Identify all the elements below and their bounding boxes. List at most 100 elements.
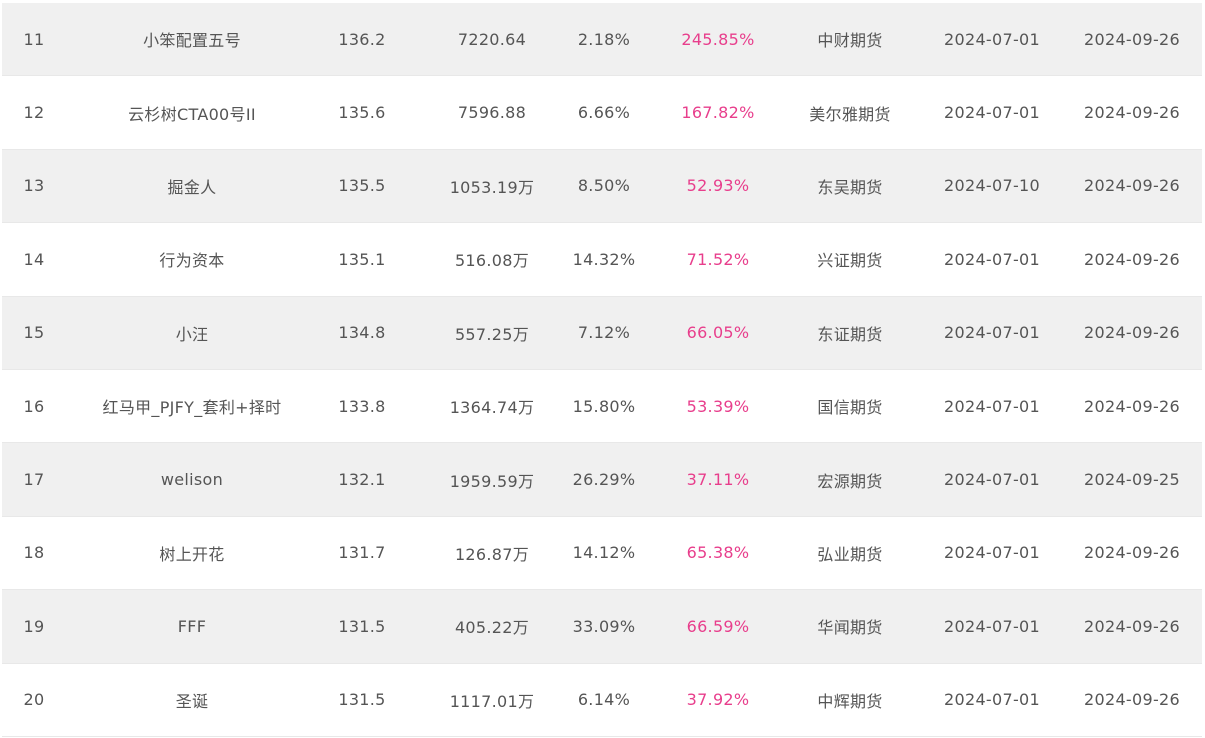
rank-cell: 12 xyxy=(23,103,45,123)
score-cell: 131.5 xyxy=(338,690,386,710)
amount-cell: 7220.64 xyxy=(457,29,527,49)
account-name[interactable]: FFF xyxy=(177,616,207,636)
account-name[interactable]: 行为资本 xyxy=(159,251,225,271)
amount-cell: 1053.19万 xyxy=(449,177,535,197)
end-date-cell: 2024-09-26 xyxy=(1084,176,1180,196)
end-date-cell: 2024-09-26 xyxy=(1084,690,1180,710)
name-cell[interactable]: 红马甲_PJFY_套利+择时 xyxy=(80,370,304,442)
name-cell[interactable]: 圣诞 xyxy=(80,664,304,736)
broker-cell: 中辉期货 xyxy=(817,691,883,711)
end-date-cell: 2024-09-26 xyxy=(1084,249,1180,269)
end-date-cell: 2024-09-26 xyxy=(1084,103,1180,123)
table-row[interactable]: 12 云杉树CTA00号II 135.6 7596.88 6.66% 167.8… xyxy=(2,76,1202,150)
broker-cell: 中财期货 xyxy=(817,31,883,51)
end-date-cell: 2024-09-26 xyxy=(1084,616,1180,636)
drawdown-cell: 6.14% xyxy=(577,690,631,710)
end-date-cell: 2024-09-26 xyxy=(1084,396,1180,416)
name-cell[interactable]: 小汪 xyxy=(80,297,304,369)
drawdown-cell: 7.12% xyxy=(577,323,631,343)
score-cell: 136.2 xyxy=(338,29,386,49)
amount-cell: 516.08万 xyxy=(454,251,530,271)
broker-cell: 弘业期货 xyxy=(817,544,883,564)
rank-cell: 17 xyxy=(23,470,45,490)
score-cell: 135.6 xyxy=(338,103,386,123)
score-cell: 135.1 xyxy=(338,249,386,269)
table-row[interactable]: 11 小笨配置五号 136.2 7220.64 2.18% 245.85% 中财… xyxy=(2,3,1202,77)
return-cell: 167.82% xyxy=(681,103,755,123)
drawdown-cell: 26.29% xyxy=(572,470,636,490)
broker-cell: 宏源期货 xyxy=(817,471,883,491)
amount-cell: 405.22万 xyxy=(454,618,530,638)
score-cell: 135.5 xyxy=(338,176,386,196)
table-row[interactable]: 16 红马甲_PJFY_套利+择时 133.8 1364.74万 15.80% … xyxy=(2,369,1202,444)
broker-cell: 东吴期货 xyxy=(817,177,883,197)
name-cell[interactable]: 行为资本 xyxy=(80,223,304,295)
end-date-cell: 2024-09-26 xyxy=(1084,323,1180,343)
rank-cell: 11 xyxy=(23,29,45,49)
amount-cell: 126.87万 xyxy=(454,544,530,564)
drawdown-cell: 6.66% xyxy=(577,103,631,123)
table-row[interactable]: 15 小汪 134.8 557.25万 7.12% 66.05% 东证期货 20… xyxy=(2,296,1202,370)
table-row[interactable]: 20 圣诞 131.5 1117.01万 6.14% 37.92% 中辉期货 2… xyxy=(2,663,1202,737)
broker-cell: 兴证期货 xyxy=(817,251,883,271)
right-edge-divider xyxy=(1202,0,1205,738)
table-row[interactable]: 19 FFF 131.5 405.22万 33.09% 66.59% 华闻期货 … xyxy=(2,590,1202,664)
score-cell: 133.8 xyxy=(338,396,386,416)
score-cell: 131.7 xyxy=(338,543,386,563)
score-cell: 134.8 xyxy=(338,323,386,343)
name-cell[interactable]: 云杉树CTA00号II xyxy=(80,76,304,148)
name-cell[interactable]: welison xyxy=(80,443,304,515)
rank-cell: 19 xyxy=(23,616,45,636)
return-cell: 37.92% xyxy=(686,690,750,710)
drawdown-cell: 14.32% xyxy=(572,249,636,269)
score-cell: 132.1 xyxy=(338,470,386,490)
account-name[interactable]: 小汪 xyxy=(175,324,209,344)
return-cell: 245.85% xyxy=(681,29,755,49)
start-date-cell: 2024-07-10 xyxy=(944,176,1040,196)
broker-cell: 美尔雅期货 xyxy=(809,104,891,124)
rank-cell: 20 xyxy=(23,690,45,710)
rank-cell: 15 xyxy=(23,323,45,343)
drawdown-cell: 14.12% xyxy=(572,543,636,563)
name-cell[interactable]: 掘金人 xyxy=(80,150,304,222)
drawdown-cell: 2.18% xyxy=(577,29,631,49)
end-date-cell: 2024-09-25 xyxy=(1084,470,1180,490)
rank-cell: 14 xyxy=(23,249,45,269)
broker-cell: 国信期货 xyxy=(817,398,883,418)
account-name[interactable]: 小笨配置五号 xyxy=(143,31,241,51)
amount-cell: 557.25万 xyxy=(454,324,530,344)
account-name[interactable]: 圣诞 xyxy=(175,691,209,711)
table-row[interactable]: 17 welison 132.1 1959.59万 26.29% 37.11% … xyxy=(2,443,1202,517)
return-cell: 66.59% xyxy=(686,616,750,636)
start-date-cell: 2024-07-01 xyxy=(944,249,1040,269)
drawdown-cell: 33.09% xyxy=(572,616,636,636)
return-cell: 65.38% xyxy=(686,543,750,563)
name-cell[interactable]: 小笨配置五号 xyxy=(80,3,304,75)
account-name[interactable]: 红马甲_PJFY_套利+择时 xyxy=(102,398,282,418)
return-cell: 53.39% xyxy=(686,396,750,416)
start-date-cell: 2024-07-01 xyxy=(944,616,1040,636)
name-cell[interactable]: 树上开花 xyxy=(80,517,304,589)
account-name[interactable]: 云杉树CTA00号II xyxy=(128,104,256,124)
broker-cell: 华闻期货 xyxy=(817,618,883,638)
drawdown-cell: 8.50% xyxy=(577,176,631,196)
account-name[interactable]: 掘金人 xyxy=(167,177,217,197)
end-date-cell: 2024-09-26 xyxy=(1084,543,1180,563)
table-row[interactable]: 14 行为资本 135.1 516.08万 14.32% 71.52% 兴证期货… xyxy=(2,223,1202,297)
name-cell[interactable]: FFF xyxy=(80,590,304,662)
table-row[interactable]: 13 掘金人 135.5 1053.19万 8.50% 52.93% 东吴期货 … xyxy=(2,149,1202,224)
return-cell: 71.52% xyxy=(686,249,750,269)
return-cell: 52.93% xyxy=(686,176,750,196)
amount-cell: 7596.88 xyxy=(457,103,527,123)
start-date-cell: 2024-07-01 xyxy=(944,543,1040,563)
account-name[interactable]: 树上开花 xyxy=(159,544,225,564)
return-cell: 37.11% xyxy=(686,470,750,490)
rank-cell: 13 xyxy=(23,176,45,196)
amount-cell: 1959.59万 xyxy=(449,471,535,491)
start-date-cell: 2024-07-01 xyxy=(944,103,1040,123)
start-date-cell: 2024-07-01 xyxy=(944,323,1040,343)
score-cell: 131.5 xyxy=(338,616,386,636)
return-cell: 66.05% xyxy=(686,323,750,343)
account-name[interactable]: welison xyxy=(160,470,224,490)
table-row[interactable]: 18 树上开花 131.7 126.87万 14.12% 65.38% 弘业期货… xyxy=(2,516,1202,591)
